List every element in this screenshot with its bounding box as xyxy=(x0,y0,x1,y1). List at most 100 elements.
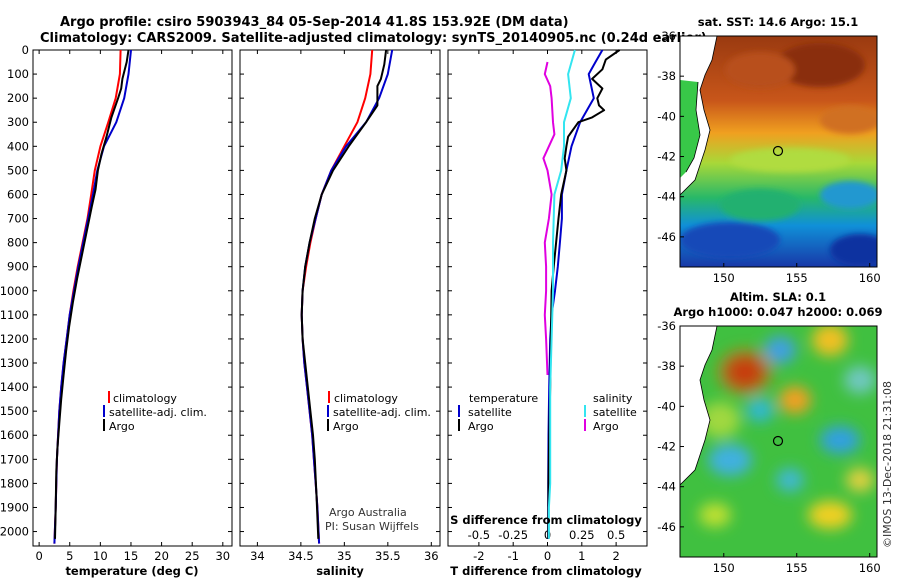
salinity-axis-label: salinity xyxy=(316,564,364,578)
map-lat-tick-label: -36 xyxy=(657,29,676,43)
x-tick-label: 5 xyxy=(66,549,73,563)
salinity-profile-panel: 34 34.5 35 35.5 36 salinity climatology sate… xyxy=(239,49,441,578)
s-diff-tick-label: -0.5 xyxy=(468,528,490,542)
sla-map-subtitle: Argo h1000: 0.047 h2000: 0.069 xyxy=(673,305,882,319)
map-lon-tick-label: 160 xyxy=(859,271,881,285)
map-lat-tick-label: -40 xyxy=(657,399,676,413)
series-line-s-satellite xyxy=(547,49,576,539)
map-lat-tick-label: -38 xyxy=(657,69,676,83)
depth-tick-label: 100 xyxy=(7,67,29,81)
legend-s-argo: Argo xyxy=(593,420,619,433)
depth-tick-label: 1400 xyxy=(0,380,29,394)
x-tick-label: 10 xyxy=(93,549,108,563)
depth-tick-label: 1200 xyxy=(0,332,29,346)
legend-temperature-heading: temperature xyxy=(469,392,538,405)
map-lat-tick-label: -38 xyxy=(657,359,676,373)
depth-tick-label: 1100 xyxy=(0,308,29,322)
t-difference-axis-label: T difference from climatology xyxy=(450,564,642,578)
legend-salinity-heading: salinity xyxy=(593,392,633,405)
depth-tick-label: 300 xyxy=(7,115,29,129)
depth-tick-label: 2000 xyxy=(0,525,29,539)
depth-tick-label: 1500 xyxy=(0,404,29,418)
credit-line2: PI: Susan Wijffels xyxy=(325,520,419,533)
legend-climatology: climatology xyxy=(334,392,398,405)
depth-tick-label: 0 xyxy=(22,43,29,57)
x-tick-label: 35 xyxy=(337,549,352,563)
sst-argo-marker xyxy=(772,145,784,157)
x-tick-label: 36 xyxy=(424,549,439,563)
map-lat-tick-label: -44 xyxy=(657,190,676,204)
legend-t-argo: Argo xyxy=(468,420,494,433)
sla-map-panel: Altim. SLA: 0.1 Argo h1000: 0.047 h2000:… xyxy=(657,290,882,575)
map-lon-tick-label: 150 xyxy=(713,561,735,575)
legend-climatology: climatology xyxy=(113,392,177,405)
x-tick-label: 34.5 xyxy=(288,549,314,563)
map-lon-tick-label: 155 xyxy=(786,561,808,575)
map-lat-tick-label: -42 xyxy=(657,150,676,164)
map-lon-tick-label: 150 xyxy=(713,271,735,285)
legend-satellite-adj: satellite-adj. clim. xyxy=(109,406,207,419)
figure-title-line1: Argo profile: csiro 5903943_84 05-Sep-20… xyxy=(60,15,569,30)
copyright-stamp: ©IMOS 13-Dec-2018 21:31:08 xyxy=(881,381,894,548)
s-diff-tick-label: 0.5 xyxy=(607,528,625,542)
s-diff-tick-label: -0.25 xyxy=(498,528,528,542)
difference-profile-panel: -2 -1 0 1 2 -0.5 -0.25 0 0.25 0.5 T difference f… xyxy=(447,49,648,578)
depth-tick-label: 200 xyxy=(7,91,29,105)
legend-t-satellite: satellite xyxy=(468,406,512,419)
sla-map-image xyxy=(680,326,877,557)
difference-legend: temperature satellite Argo salinity sate… xyxy=(458,392,637,433)
series-line-s-argo xyxy=(542,61,556,376)
map-lon-tick-label: 155 xyxy=(786,271,808,285)
series-line-argo xyxy=(300,49,388,539)
s-difference-axis-label: S difference from climatology xyxy=(450,513,642,527)
map-lat-tick-label: -40 xyxy=(657,109,676,123)
depth-tick-label: 1900 xyxy=(0,500,29,514)
temperature-axis-label: temperature (deg C) xyxy=(65,564,198,578)
salinity-legend: climatology satellite-adj. clim. Argo xyxy=(327,391,431,433)
sla-map-title: Altim. SLA: 0.1 xyxy=(730,290,826,304)
figure-title-line2: Climatology: CARS2009. Satellite-adjuste… xyxy=(40,31,707,46)
map-lat-tick-label: -46 xyxy=(657,520,676,534)
x-tick-label: -2 xyxy=(473,549,484,563)
x-tick-label: 0 xyxy=(35,549,42,563)
temperature-profile-panel: 0100200300400500600700800900100011001200… xyxy=(0,43,233,578)
legend-satellite-adj: satellite-adj. clim. xyxy=(333,406,431,419)
x-tick-label: 0 xyxy=(544,549,551,563)
map-lat-tick-label: -44 xyxy=(657,480,676,494)
x-tick-label: 20 xyxy=(154,549,169,563)
map-lat-tick-label: -42 xyxy=(657,440,676,454)
sst-map-title: sat. SST: 14.6 Argo: 15.1 xyxy=(698,15,858,29)
sst-map-panel: sat. SST: 14.6 Argo: 15.1 150 155 160 -36 -3… xyxy=(657,15,881,285)
depth-tick-label: 1600 xyxy=(0,428,29,442)
temperature-legend: climatology satellite-adj. clim. Argo xyxy=(103,391,207,433)
series-line-argo xyxy=(54,49,130,539)
sla-argo-marker xyxy=(772,435,784,447)
x-tick-label: 34 xyxy=(250,549,265,563)
x-tick-label: 15 xyxy=(124,549,139,563)
depth-tick-label: 600 xyxy=(7,187,29,201)
depth-tick-label: 1000 xyxy=(0,284,29,298)
legend-argo: Argo xyxy=(109,420,135,433)
s-diff-tick-label: 0.25 xyxy=(569,528,595,542)
depth-tick-label: 1700 xyxy=(0,452,29,466)
depth-tick-label: 400 xyxy=(7,139,29,153)
x-tick-label: 30 xyxy=(215,549,230,563)
x-tick-label: 25 xyxy=(185,549,200,563)
x-tick-label: 1 xyxy=(578,549,585,563)
map-lon-tick-label: 160 xyxy=(859,561,881,575)
depth-tick-label: 1300 xyxy=(0,356,29,370)
depth-tick-label: 800 xyxy=(7,236,29,250)
x-tick-label: 2 xyxy=(612,549,619,563)
sst-map-image xyxy=(680,36,877,267)
depth-tick-label: 700 xyxy=(7,212,29,226)
map-lat-tick-label: -46 xyxy=(657,230,676,244)
x-tick-label: 35.5 xyxy=(375,549,401,563)
credit-line1: Argo Australia xyxy=(329,506,407,519)
legend-s-satellite: satellite xyxy=(593,406,637,419)
depth-tick-label: 500 xyxy=(7,163,29,177)
legend-argo: Argo xyxy=(333,420,359,433)
map-lat-tick-label: -36 xyxy=(657,319,676,333)
depth-tick-label: 1800 xyxy=(0,476,29,490)
depth-tick-label: 900 xyxy=(7,260,29,274)
